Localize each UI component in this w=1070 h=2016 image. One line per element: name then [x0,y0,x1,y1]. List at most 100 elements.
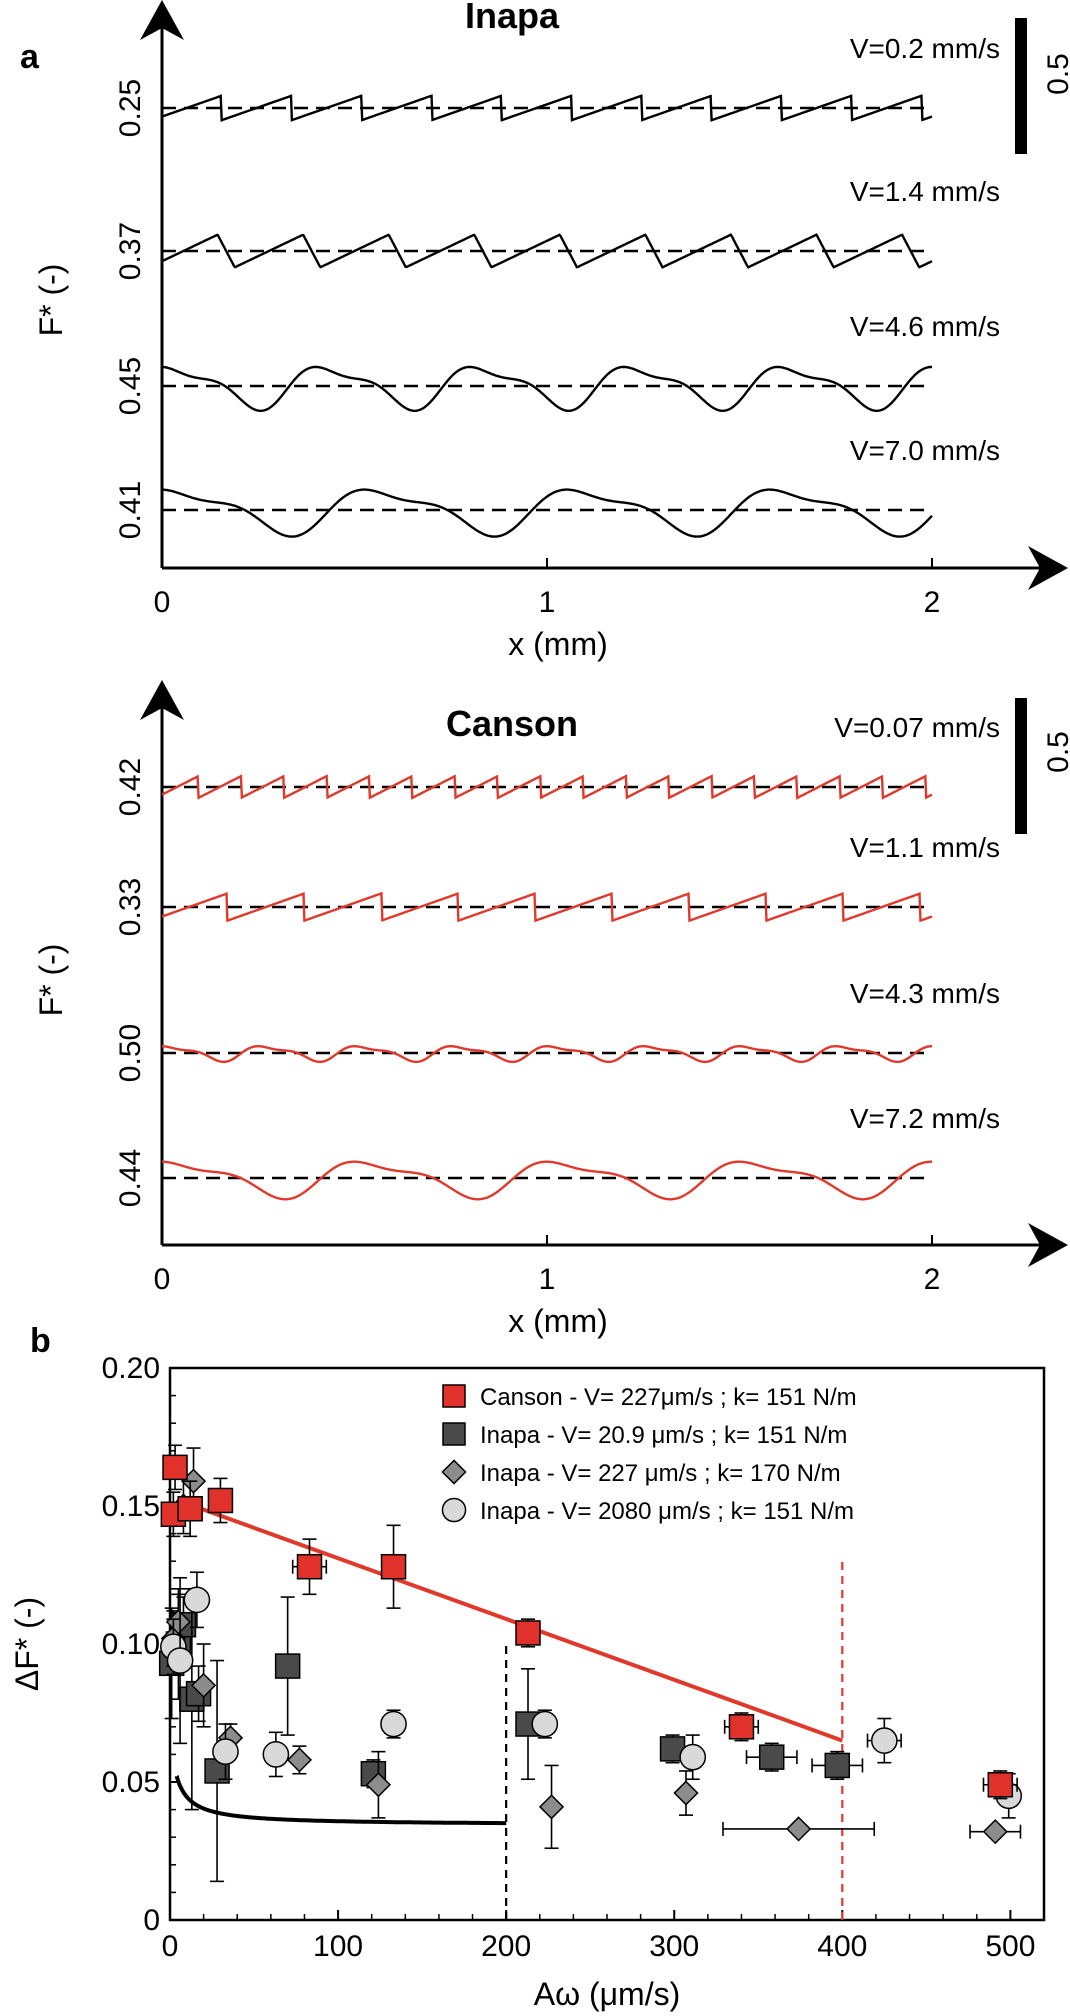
legend-marker [441,1459,467,1485]
x-tick-label: 300 [649,1930,699,1963]
inapa-y-arrow-icon [140,0,184,40]
trace-line [162,365,932,412]
data-point [515,1620,541,1646]
x-tick-label: 100 [313,1930,363,1963]
data-point [982,1819,1008,1845]
data-point [191,1672,217,1699]
data-point [365,1772,392,1798]
x-tick-label: 0 [162,1930,179,1963]
panel-b-points [158,1444,1023,1883]
legend-marker [442,1422,466,1446]
y-tick-label: 0.10 [102,1628,160,1661]
x-tick-label: 2 [924,1263,941,1296]
legend: Canson - V= 227μm/s ; k= 151 N/m Inapa - … [441,1384,857,1525]
trace-line [162,488,933,538]
data-point [207,1487,234,1514]
data-point [162,1454,188,1481]
panel-b-fits [174,1498,843,1826]
data-point [212,1738,239,1765]
data-point [531,1710,559,1738]
inapa-x-label: x (mm) [508,626,608,662]
x-tick-label: 400 [817,1930,867,1963]
panel-b-ticks: 0 100 200 300 400 500 0 0.05 0.10 0.15 0.20 [102,1352,1036,1963]
y-tick-label: 0.41 [114,481,147,539]
legend-entry: Canson - V= 227μm/s ; k= 151 N/m [480,1384,857,1411]
velocity-label: V=1.4 mm/s [850,176,1000,207]
data-point [785,1816,812,1842]
panel-b: b 0 100 200 300 400 500 0 0.05 0.10 0.15 0.20 Aω (… [9,1322,1046,2012]
data-point [274,1653,301,1679]
trace-line [161,93,933,123]
canson-scale-bar [1015,698,1027,834]
canson-x-label: x (mm) [508,1303,608,1339]
data-point [870,1727,898,1754]
data-point [177,1496,203,1522]
legend-entry: Inapa - V= 2080 μm/s ; k= 151 N/m [480,1498,854,1525]
linear-fit-line [177,1498,843,1743]
data-point [262,1741,290,1768]
y-tick-label: 0.20 [102,1352,160,1385]
canson-series: V=0.07 mm/s V=1.1 mm/s V=4.3 mm/s V=7.2 mm/… [161,712,1000,1201]
canson-title: Canson [446,703,578,744]
data-point [380,1710,407,1738]
trace-line [161,891,933,923]
velocity-label: V=0.2 mm/s [850,33,1000,64]
canson-x-arrow-icon [1028,1223,1068,1267]
y-tick-label: 0.33 [114,878,147,936]
velocity-label: V=7.2 mm/s [850,1103,1000,1134]
x-tick-label: 2 [924,586,941,619]
inapa-series: V=0.2 mm/s V=1.4 mm/s V=4.6 mm/s V=7.0 mm/s [161,33,1000,538]
y-tick-label: 0.45 [114,357,147,415]
y-tick-label: 0.50 [114,1024,147,1082]
data-point [296,1553,323,1580]
canson-y-label: F* (-) [33,944,69,1017]
x-tick-label: 200 [481,1930,531,1963]
inapa-y-label: F* (-) [33,264,69,337]
x-tick-label: 0 [154,586,171,619]
trace-line [161,233,933,269]
data-point [728,1714,755,1740]
trace-line [161,774,933,800]
y-tick-label: 0.25 [114,79,147,137]
inapa-x-ticks: 0 1 2 [154,558,941,619]
x-tick-label: 1 [539,1263,556,1296]
legend-marker [441,1497,467,1523]
x-tick-label: 0 [154,1263,171,1296]
data-point [824,1752,851,1779]
legend-entry: Inapa - V= 20.9 μm/s ; k= 151 N/m [480,1422,847,1449]
data-point [166,1647,194,1674]
inapa-y-ticks: 0.25 0.37 0.45 0.41 [114,79,172,539]
x-tick-label: 1 [539,586,556,619]
inapa-x-arrow-icon [1028,546,1068,590]
data-point [673,1780,699,1806]
y-tick-label: 0.05 [102,1766,160,1799]
data-point [286,1747,313,1773]
legend-entry: Inapa - V= 227 μm/s ; k= 170 N/m [480,1460,841,1487]
canson-scale-bar-label: 0.5 [1042,731,1070,773]
trace-line [162,1160,932,1201]
data-point [758,1744,785,1770]
y-tick-label: 0.42 [114,758,147,816]
panel-b-frame [168,1366,1046,1922]
data-point [679,1743,707,1771]
legend-marker [442,1384,466,1408]
y-tick-label: 0.37 [114,222,147,280]
canson-y-arrow-icon [140,680,184,720]
panel-b-y-label: ΔF* (-) [9,1597,45,1691]
velocity-label: V=4.6 mm/s [850,311,1000,342]
inapa-scale-bar [1015,18,1027,154]
data-point [538,1794,565,1820]
y-tick-label: 0 [143,1904,160,1937]
panel-b-reference-lines [505,1561,844,1920]
canson-axes [140,680,1068,1267]
velocity-label: V=1.1 mm/s [850,832,1000,863]
velocity-label: V=7.0 mm/s [850,435,1000,466]
data-point [987,1772,1014,1798]
panel-a-label: a [20,38,40,76]
x-tick-label: 500 [985,1930,1035,1963]
canson-x-ticks: 0 1 2 [154,1235,941,1296]
canson-y-ticks: 0.42 0.33 0.50 0.44 [114,758,172,1207]
